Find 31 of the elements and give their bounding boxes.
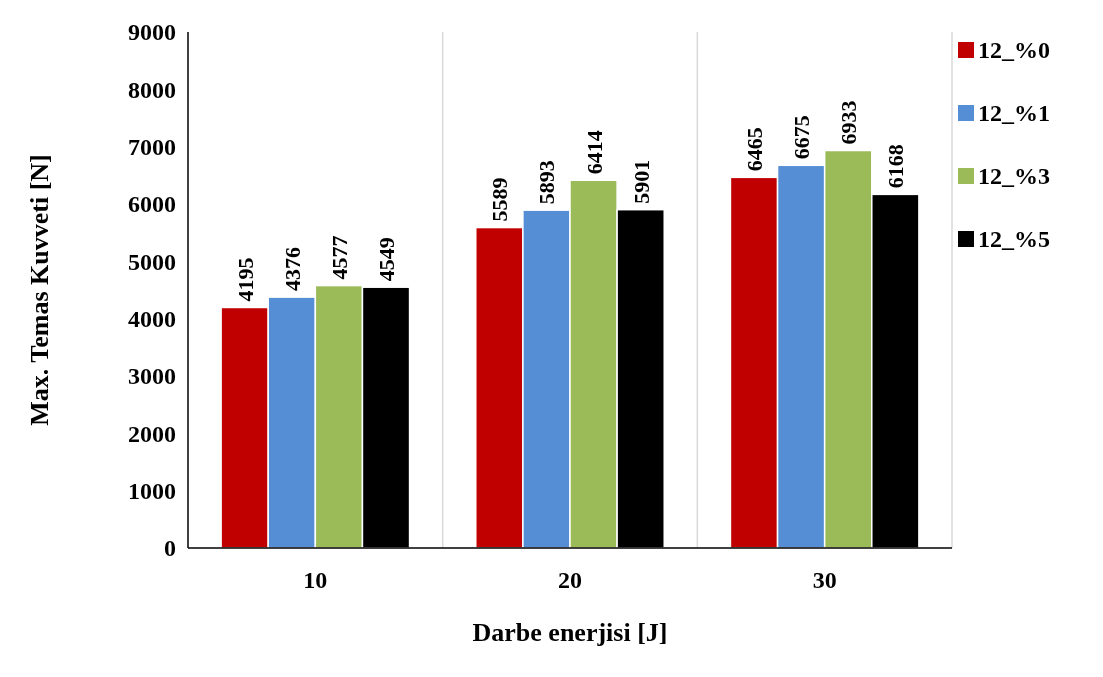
y-axis-title: Max. Temas Kuvveti [N] [25,154,54,426]
y-tick-label: 8000 [128,76,176,103]
data-label: 4577 [326,235,352,280]
y-tick-label: 7000 [128,134,176,161]
data-label: 4549 [374,237,399,282]
y-tick-label: 6000 [128,191,176,218]
y-tick-label: 1000 [128,478,176,505]
legend-label: 12_%5 [978,226,1050,253]
legend-label: 12_%3 [978,163,1050,190]
x-axis-title: Darbe enerjisi [J] [472,618,668,647]
data-label: 6933 [836,100,862,145]
legend-label: 12_%0 [978,37,1050,64]
data-label: 5589 [487,177,513,222]
x-tick-label: 20 [558,567,582,593]
data-label: 6414 [581,130,607,175]
y-tick-label: 9000 [128,19,176,46]
data-label: 4195 [232,257,258,302]
y-tick-label: 2000 [128,420,176,447]
y-tick-label: 5000 [128,248,176,275]
data-label: 4376 [279,247,305,292]
data-label: 5893 [534,160,560,205]
data-label: 6465 [742,127,767,172]
data-label: 6675 [789,115,815,160]
legend-label: 12_%1 [978,100,1050,127]
data-label: 5901 [628,159,654,204]
y-tick-label: 3000 [128,363,176,390]
x-tick-label: 10 [303,567,328,593]
y-tick-label: 4000 [128,306,176,333]
y-tick-label: 0 [164,535,176,562]
x-tick-label: 30 [812,567,837,593]
data-label: 6168 [883,144,909,189]
